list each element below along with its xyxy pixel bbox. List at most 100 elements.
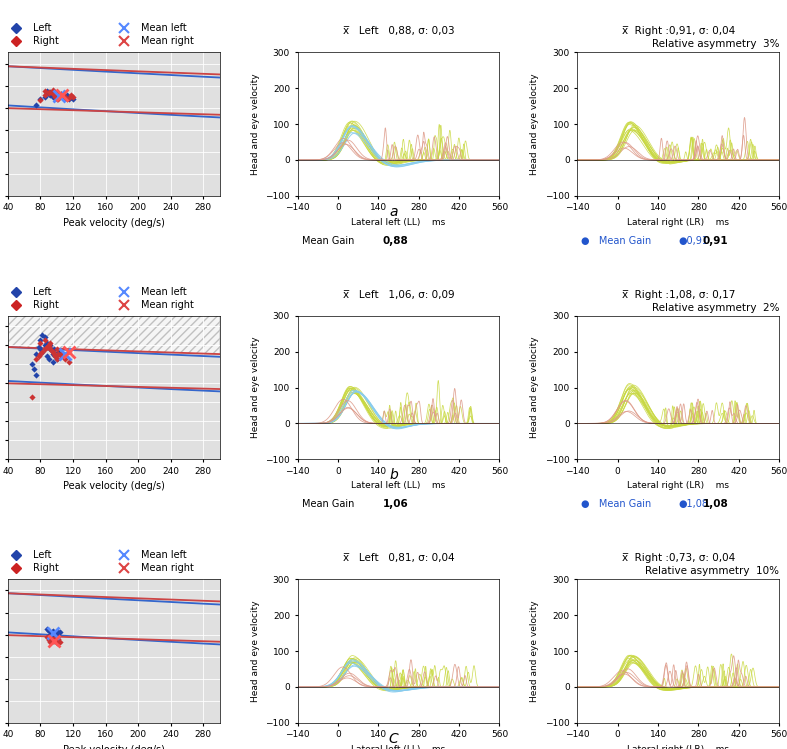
Point (42, 341, 55, 353)
Point (39, 334, 51, 346)
Text: Right: Right (33, 36, 59, 46)
Point (52, 89, 65, 101)
Point (41, 341, 54, 353)
X-axis label: Peak velocity (deg/s): Peak velocity (deg/s) (63, 218, 164, 228)
Point (42, 634, 55, 646)
Point (44, 630, 57, 642)
Point (65, 89, 78, 101)
Y-axis label: Head and eye velocity: Head and eye velocity (530, 73, 539, 175)
Point (49, 634, 61, 646)
Point (35, 346, 48, 358)
Point (50, 353, 63, 365)
Point (54, 637, 66, 649)
Point (34, 337, 46, 349)
Point (30, 348, 42, 360)
Point (46, 84, 59, 96)
Point (63, 93, 76, 105)
Point (42, 625, 55, 637)
Point (41, 341, 54, 353)
Text: Relative asymmetry  2%: Relative asymmetry 2% (652, 303, 779, 313)
Point (50, 344, 63, 356)
Point (42, 339, 55, 351)
Text: Right: Right (33, 300, 59, 309)
Point (49, 632, 61, 644)
Text: x̅   Left   0,88, σ: 0,03: x̅ Left 0,88, σ: 0,03 (342, 26, 454, 37)
Text: x̅  Right :1,08, σ: 0,17: x̅ Right :1,08, σ: 0,17 (622, 290, 735, 300)
Point (42, 86, 55, 98)
Point (52, 626, 65, 638)
Text: Left: Left (33, 550, 52, 560)
Point (44, 344, 57, 356)
Text: 1,06: 1,06 (382, 500, 408, 509)
Point (49, 628, 61, 640)
Point (30, 100, 42, 112)
Point (49, 88, 61, 100)
Point (49, 91, 61, 103)
X-axis label: Lateral left (LL)    ms: Lateral left (LL) ms (352, 218, 445, 227)
Point (54, 88, 67, 100)
Point (41, 88, 54, 100)
Point (42, 88, 55, 100)
Point (34, 94, 46, 106)
Text: Mean Gain: Mean Gain (301, 500, 354, 509)
Point (46, 628, 58, 640)
Point (67, 93, 79, 105)
Point (49, 628, 61, 640)
Point (46, 633, 58, 645)
Point (34, 334, 46, 346)
Point (57, 88, 69, 100)
Point (54, 350, 67, 362)
Point (46, 626, 58, 638)
Point (46, 348, 59, 360)
Point (44, 637, 57, 649)
Point (50, 353, 63, 365)
Point (49, 88, 61, 100)
Text: Relative asymmetry  10%: Relative asymmetry 10% (645, 566, 779, 576)
Point (67, 91, 79, 103)
Point (65, 91, 78, 103)
Point (48, 630, 61, 642)
Point (58, 91, 71, 103)
Text: 1,08: 1,08 (703, 500, 728, 509)
Text: Mean Gain: Mean Gain (301, 236, 354, 246)
Point (44, 628, 57, 640)
Point (41, 623, 54, 635)
Y-axis label: Head and eye velocity: Head and eye velocity (251, 337, 260, 438)
Point (42, 341, 55, 353)
Point (46, 625, 59, 637)
Text: ●1,08: ●1,08 (678, 500, 708, 509)
Point (44, 344, 57, 356)
X-axis label: Lateral right (LR)    ms: Lateral right (LR) ms (627, 482, 730, 491)
Point (30, 353, 42, 365)
Point (58, 91, 71, 103)
Point (46, 635, 58, 647)
Text: ●   Mean Gain: ● Mean Gain (582, 236, 652, 246)
Point (50, 93, 63, 105)
Point (42, 631, 55, 643)
Point (26, 391, 39, 403)
Point (57, 89, 69, 101)
Text: Relative asymmetry  3%: Relative asymmetry 3% (652, 39, 779, 49)
Text: Mean right: Mean right (142, 563, 194, 573)
Point (46, 91, 59, 103)
Y-axis label: Head and eye velocity: Head and eye velocity (530, 337, 539, 438)
Point (52, 88, 65, 100)
Point (63, 91, 76, 103)
Text: Right: Right (33, 563, 59, 573)
Point (42, 88, 55, 100)
Point (48, 344, 61, 356)
Text: x̅  Right :0,73, σ: 0,04: x̅ Right :0,73, σ: 0,04 (622, 554, 735, 563)
Point (57, 91, 69, 103)
Point (63, 356, 76, 368)
Point (26, 358, 39, 370)
Point (50, 631, 63, 643)
Point (61, 93, 73, 105)
Point (35, 329, 48, 341)
Point (34, 348, 46, 360)
Point (41, 337, 54, 349)
X-axis label: Lateral left (LL)    ms: Lateral left (LL) ms (352, 745, 445, 749)
Text: Left: Left (33, 23, 52, 33)
Y-axis label: Head and eye velocity: Head and eye velocity (530, 600, 539, 702)
Text: 0,88: 0,88 (382, 236, 408, 246)
Point (50, 635, 63, 647)
